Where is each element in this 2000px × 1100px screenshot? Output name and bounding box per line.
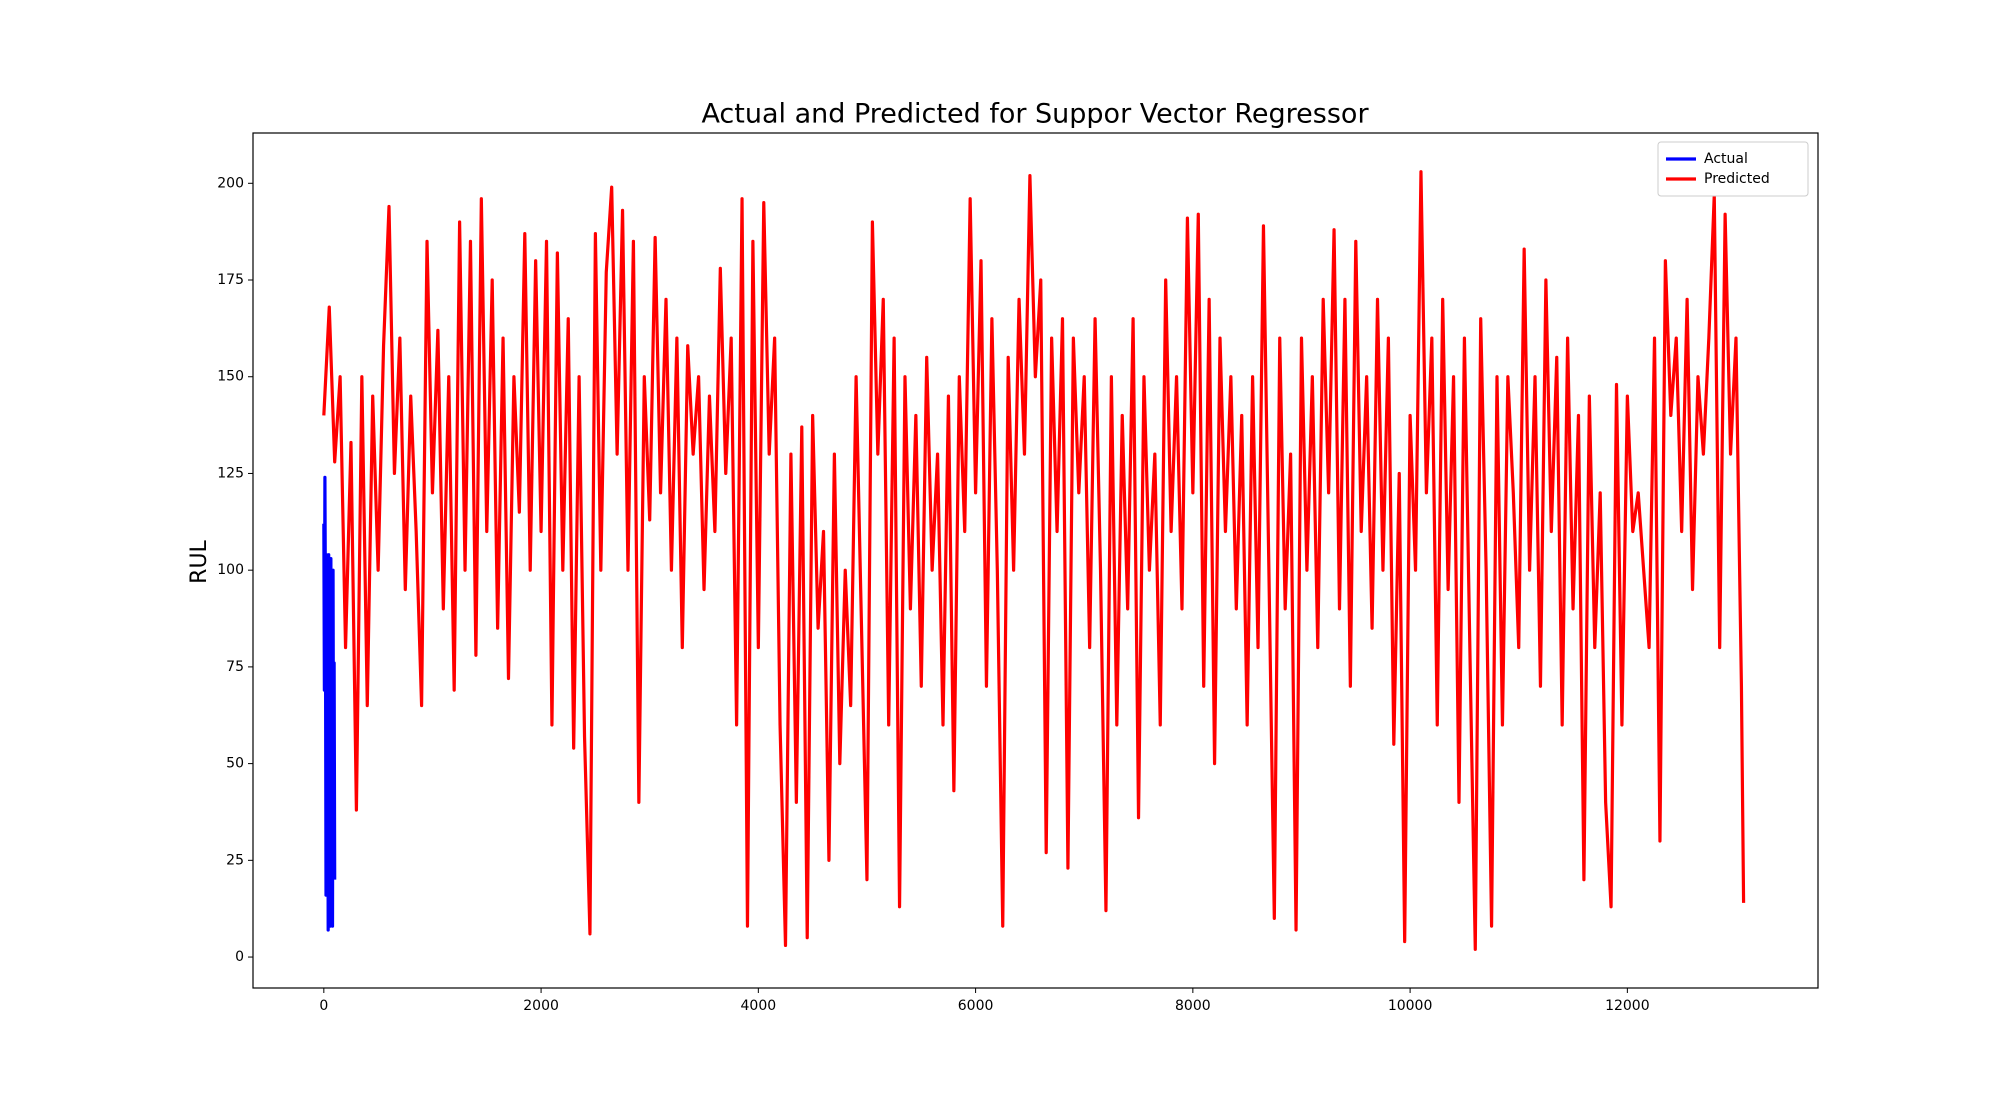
y-tick-label: 200 [217,175,244,191]
x-tick-label: 8000 [1175,998,1211,1014]
y-tick-label: 50 [226,756,244,772]
y-tick-label: 125 [217,465,244,481]
legend-box [1657,141,1809,197]
x-tick-label: 4000 [741,998,777,1014]
x-tick-label: 12000 [1605,998,1650,1014]
y-tick-label: 150 [217,369,244,385]
x-tick-label: 6000 [958,998,994,1014]
x-tick-label: 2000 [523,998,559,1014]
legend-label: Actual [1704,151,1748,167]
x-tick-label: 0 [319,998,328,1014]
y-tick-label: 100 [217,562,244,578]
y-tick-label: 75 [226,659,244,675]
data-line [322,475,337,932]
plot-frame [252,132,1819,989]
x-tick-label: 10000 [1388,998,1433,1014]
y-tick-label: 25 [226,852,244,868]
data-line [322,170,1746,951]
y-tick-label: 175 [217,272,244,288]
y-tick-label: 0 [235,949,244,965]
chart-title: Actual and Predicted for Suppor Vector R… [701,99,1369,130]
y-axis-label: RUL [187,539,212,583]
legend-label: Predicted [1704,171,1770,187]
